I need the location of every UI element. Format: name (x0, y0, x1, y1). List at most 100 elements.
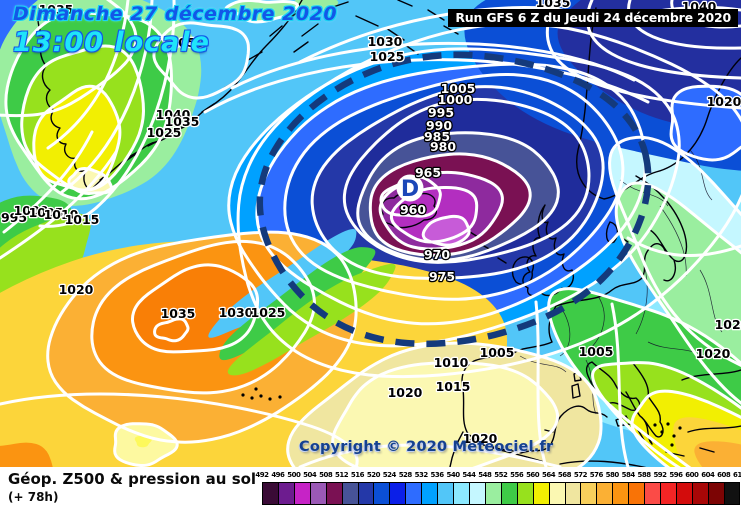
island-dot (268, 397, 272, 401)
legend-bar: Géop. Z500 & pression au sol (+ 78h) 492… (0, 467, 741, 512)
scale-cell (437, 482, 454, 505)
field-region (332, 362, 558, 468)
scale-tick-label: 552 (494, 471, 508, 479)
pressure-label: 1020 (59, 282, 94, 297)
coastline (449, 431, 464, 468)
isobar (368, 152, 532, 257)
weather-map: D 1035 1050 1030 1025 1035 1040 1040 1035 1025 10… (0, 0, 741, 468)
scale-cell (675, 482, 692, 505)
scale-tick-label: 532 (414, 471, 429, 479)
color-scale (262, 482, 740, 505)
pressure-label: 1015 (436, 379, 471, 394)
low-center-letter: D (401, 177, 419, 202)
isobar (224, 0, 299, 24)
trough-ellipse (256, 51, 652, 348)
island-dot (666, 422, 670, 426)
island-dot (660, 430, 664, 434)
isobar (46, 230, 358, 444)
scale-tick-label: 508 (319, 471, 333, 479)
isobar (153, 317, 190, 343)
coastline (380, 191, 438, 229)
scale-tick-label: 516 (350, 471, 365, 479)
isobar (286, 341, 603, 468)
field-region (0, 442, 53, 468)
country-border (689, 149, 713, 201)
country-border (647, 341, 703, 357)
island-dot (672, 434, 676, 438)
scale-cell (580, 482, 597, 505)
pressure-label: 1035 (161, 306, 196, 321)
scale-tick-label: 536 (430, 471, 445, 479)
pressure-label: 1005 (579, 344, 614, 359)
scale-cell (548, 482, 565, 505)
scale-tick-label: 568 (557, 471, 572, 479)
scale-tick-label: 588 (637, 471, 652, 479)
scale-tick-label: 576 (589, 471, 604, 479)
pressure-label: 1015 (65, 212, 100, 227)
scale-cell (309, 482, 326, 505)
isobar (0, 150, 118, 260)
scale-cell (532, 482, 549, 505)
country-border (585, 295, 605, 353)
scale-tick-label: 608 (717, 471, 731, 479)
pressure-label: 1020 (696, 346, 731, 361)
pressure-label: 1020 (707, 94, 741, 109)
scale-cell (262, 482, 278, 505)
scale-cell (453, 482, 469, 505)
country-border (659, 205, 687, 277)
isobar (669, 84, 741, 162)
pressure-label: 1025 (147, 125, 182, 140)
scale-tick-label: 512 (335, 471, 349, 479)
pressure-label: 1035 (165, 114, 200, 129)
isobar (2, 130, 94, 234)
pressure-label: 1005 (441, 81, 476, 96)
pressure-label: 1005 (29, 205, 64, 220)
scale-tick-label: 600 (685, 471, 699, 479)
scale-tick-label: 492 (255, 471, 269, 479)
country-border (519, 355, 567, 373)
scale-cell (389, 482, 406, 505)
scale-tick-label: 496 (271, 471, 285, 479)
scale-cell (516, 482, 533, 505)
scale-cell (277, 482, 294, 505)
scale-tick-label: 524 (382, 471, 397, 479)
isobar (342, 97, 591, 264)
pressure-label: 975 (429, 269, 455, 284)
pressure-label: 1040 (156, 107, 191, 122)
pressure-label: 970 (424, 247, 450, 262)
isobar (378, 170, 504, 251)
scale-cell (628, 482, 645, 505)
pressure-label: 1050 (170, 35, 205, 50)
pressure-label: 1030 (219, 305, 254, 320)
scale-cell (341, 482, 358, 505)
field-region (423, 216, 470, 246)
isobar (0, 392, 359, 468)
isobar (610, 302, 630, 468)
pressure-label: 1000 (438, 92, 473, 107)
pressure-label: 990 (426, 118, 452, 133)
island-dot (254, 387, 258, 391)
isobar (20, 44, 145, 192)
pressure-center-marker: D (396, 174, 424, 202)
pressure-label: 995 (1, 210, 27, 225)
scale-tick-label: 540 (446, 471, 460, 479)
pressure-label: 995 (428, 105, 454, 120)
model-run-label: Run GFS 6 Z du Jeudi 24 décembre 2020 (448, 9, 738, 27)
isobar (90, 239, 316, 395)
island-dot (241, 393, 245, 397)
pressure-label: 1025 (370, 49, 405, 64)
pressure-label: 1020 (715, 317, 741, 332)
pressure-label: 980 (430, 139, 456, 154)
pressure-label: 985 (424, 129, 450, 144)
forecast-offset: (+ 78h) (8, 490, 59, 504)
isobar (534, 300, 548, 468)
date-label: Dimanche 27 décembre 2020 (13, 3, 338, 25)
scale-tick-label: 520 (366, 471, 381, 479)
scale-tick-label: 596 (669, 471, 683, 479)
isobar (298, 443, 562, 468)
isobar (230, 41, 636, 90)
field-region (294, 0, 339, 12)
scale-cell (691, 482, 708, 505)
pressure-label: 1035 (536, 0, 571, 10)
